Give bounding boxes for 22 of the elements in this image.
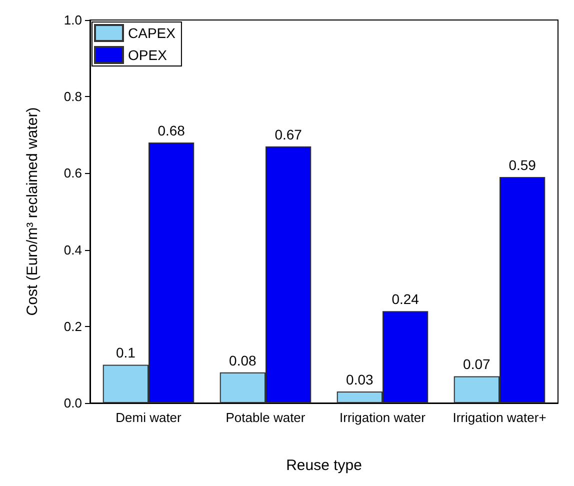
data-label: 0.59 <box>508 157 536 174</box>
y-tick-label: 0.8 <box>64 89 82 104</box>
data-label: 0.68 <box>158 122 186 139</box>
legend-label: OPEX <box>128 47 168 63</box>
y-axis-title: Cost (Euro/m³ reclaimed water) <box>24 107 41 316</box>
data-label: 0.24 <box>392 291 420 308</box>
x-tick-label: Potable water <box>226 410 306 425</box>
x-tick-label: Irrigation water <box>340 410 426 425</box>
data-label: 0.03 <box>346 372 374 388</box>
y-tick-label: 1.0 <box>64 12 82 28</box>
x-tick-label: Demi water <box>116 410 182 425</box>
y-tick-label: 0.6 <box>64 166 82 181</box>
x-axis-title: Reuse type <box>286 457 362 474</box>
data-label: 0.67 <box>274 126 302 142</box>
legend-label: CAPEX <box>128 25 176 41</box>
data-label: 0.08 <box>229 352 257 368</box>
x-tick-label: Irrigation water+ <box>452 410 546 425</box>
data-label: 0.1 <box>116 344 136 361</box>
data-label: 0.07 <box>463 356 491 372</box>
y-tick-label: 0.0 <box>64 396 82 410</box>
y-tick-label: 0.4 <box>64 242 82 258</box>
y-tick-label: 0.2 <box>64 318 82 334</box>
